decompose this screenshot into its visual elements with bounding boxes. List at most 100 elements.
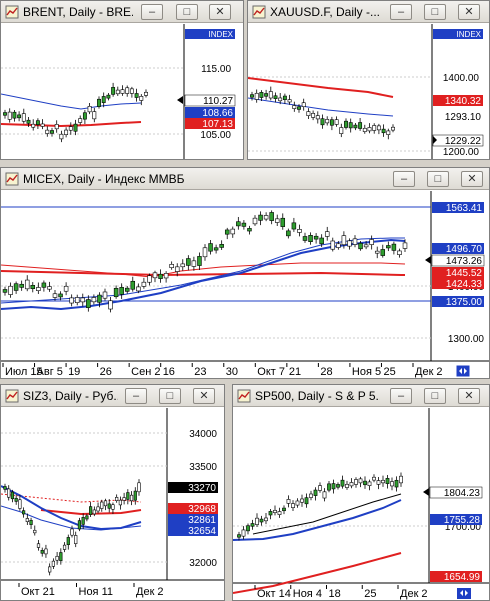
- time-label: Ноя 11: [79, 586, 114, 598]
- candle: [213, 247, 219, 251]
- chart-window-siz3[interactable]: SIZ3, Daily - Руб... – □ ✕ 34000 33500 3…: [0, 384, 225, 601]
- window-titlebar[interactable]: MICEX, Daily - Индекс ММВБ – □ ✕: [1, 168, 489, 190]
- chart-window-icon: [5, 172, 19, 186]
- time-label: Дек 2: [136, 586, 164, 598]
- candle: [73, 123, 78, 132]
- candle: [14, 497, 18, 502]
- minimize-button[interactable]: –: [390, 4, 412, 20]
- svg-text:1496.70: 1496.70: [446, 244, 483, 255]
- candle: [86, 299, 91, 309]
- minimize-button[interactable]: –: [125, 388, 147, 404]
- candle: [376, 480, 381, 485]
- candle: [241, 529, 246, 537]
- window-titlebar[interactable]: SP500, Daily - S & P 5... – □ ✕: [233, 385, 489, 407]
- chart-area[interactable]: 1400.00 1300.00 1563.41 1496.70 1473.26 …: [1, 191, 489, 379]
- chart-area[interactable]: 34000 33500 32000 33270 32968 32861 3265…: [1, 408, 224, 601]
- price-tag: 1654.99: [430, 571, 482, 583]
- candle: [268, 91, 273, 99]
- candle: [118, 499, 122, 506]
- candle: [349, 482, 354, 487]
- window-titlebar[interactable]: BRENT, Daily - BRE... – □ ✕: [1, 1, 243, 23]
- candle: [107, 503, 111, 509]
- ma-signal-line: [252, 493, 402, 535]
- maximize-button[interactable]: □: [424, 388, 446, 404]
- chart-scroll-icon[interactable]: [455, 364, 471, 378]
- candle: [286, 499, 291, 504]
- candle: [336, 243, 341, 248]
- candle: [80, 297, 86, 303]
- candle: [169, 264, 174, 268]
- maximize-button[interactable]: □: [159, 388, 181, 404]
- candle: [344, 120, 348, 128]
- candle: [277, 511, 282, 515]
- ma-slow-line: [248, 77, 394, 98]
- minimize-button[interactable]: –: [141, 4, 163, 20]
- candle: [36, 543, 41, 548]
- price-tick: 1400.00: [443, 73, 480, 84]
- svg-text:1340.32: 1340.32: [445, 96, 482, 107]
- candle: [77, 520, 82, 530]
- close-button[interactable]: ✕: [461, 171, 483, 187]
- time-label: Окт 21: [21, 586, 55, 598]
- candle: [399, 475, 403, 484]
- chart-window-sp500[interactable]: SP500, Daily - S & P 5... – □ ✕ 1700.00 …: [232, 384, 490, 601]
- candle: [358, 122, 363, 129]
- chart-area[interactable]: INDEX 115.00 105.00 110.27 108.66 107.13: [1, 24, 243, 160]
- svg-text:32861: 32861: [188, 515, 216, 526]
- close-button[interactable]: ✕: [458, 388, 480, 404]
- chart-area[interactable]: 1700.00 1804.23 1755.28 1654.99 Окт 14 Но…: [233, 408, 489, 601]
- candle: [40, 549, 44, 554]
- candle: [367, 127, 372, 132]
- maximize-button[interactable]: □: [176, 4, 198, 20]
- candle: [353, 124, 358, 129]
- window-titlebar[interactable]: SIZ3, Daily - Руб... – □ ✕: [1, 385, 224, 407]
- maximize-button[interactable]: □: [424, 4, 446, 20]
- candle: [29, 519, 33, 525]
- close-button[interactable]: ✕: [458, 4, 480, 20]
- candle: [237, 534, 241, 538]
- current-price-marker-icon: [433, 136, 437, 144]
- candle: [59, 133, 64, 140]
- candle: [103, 500, 108, 507]
- chart-window-brent[interactable]: BRENT, Daily - BRE... – □ ✕ INDEX 115.00…: [0, 0, 244, 160]
- candle: [102, 291, 108, 299]
- price-tick: 1300.00: [448, 334, 485, 345]
- candle: [334, 119, 339, 125]
- candle: [358, 478, 363, 484]
- candle: [119, 287, 124, 295]
- chart-window-icon: [5, 5, 19, 19]
- candle: [134, 93, 139, 98]
- candle: [48, 566, 52, 573]
- candle: [386, 130, 391, 135]
- price-tag: 1496.70: [432, 243, 484, 255]
- candle: [369, 239, 374, 245]
- ma-slow-line: [1, 270, 405, 277]
- time-axis: Окт 14 Ноя 4 18 25 Дек 2: [254, 585, 428, 600]
- candle: [390, 481, 394, 487]
- candle: [10, 491, 15, 500]
- maximize-button[interactable]: □: [427, 171, 449, 187]
- close-button[interactable]: ✕: [209, 4, 231, 20]
- chart-scroll-icon[interactable]: [457, 588, 471, 599]
- candle: [130, 280, 136, 290]
- candle: [282, 507, 286, 512]
- ma-fast-line-2: [1, 505, 142, 531]
- candle: [291, 222, 297, 230]
- chart-window-micex[interactable]: MICEX, Daily - Индекс ММВБ – □ ✕ 1400.00…: [0, 167, 490, 379]
- minimize-button[interactable]: –: [390, 388, 412, 404]
- candle: [331, 483, 336, 490]
- candle: [3, 112, 7, 116]
- chart-area[interactable]: INDEX 1400.00 1200.00 1340.32 1293.10 12…: [248, 24, 489, 160]
- candle: [354, 479, 358, 485]
- price-tag: 1804.23: [423, 486, 483, 499]
- candle: [304, 497, 309, 505]
- minimize-button[interactable]: –: [393, 171, 415, 187]
- chart-window-xauusd[interactable]: XAUUSD.F, Daily -... – □ ✕ INDEX 1400.00…: [247, 0, 490, 160]
- window-titlebar[interactable]: XAUUSD.F, Daily -... – □ ✕: [248, 1, 489, 23]
- price-tag: 32861: [168, 514, 218, 526]
- candle: [101, 96, 106, 103]
- candle: [163, 273, 169, 279]
- svg-text:32968: 32968: [188, 504, 216, 515]
- svg-text:1424.33: 1424.33: [446, 279, 483, 290]
- close-button[interactable]: ✕: [193, 388, 215, 404]
